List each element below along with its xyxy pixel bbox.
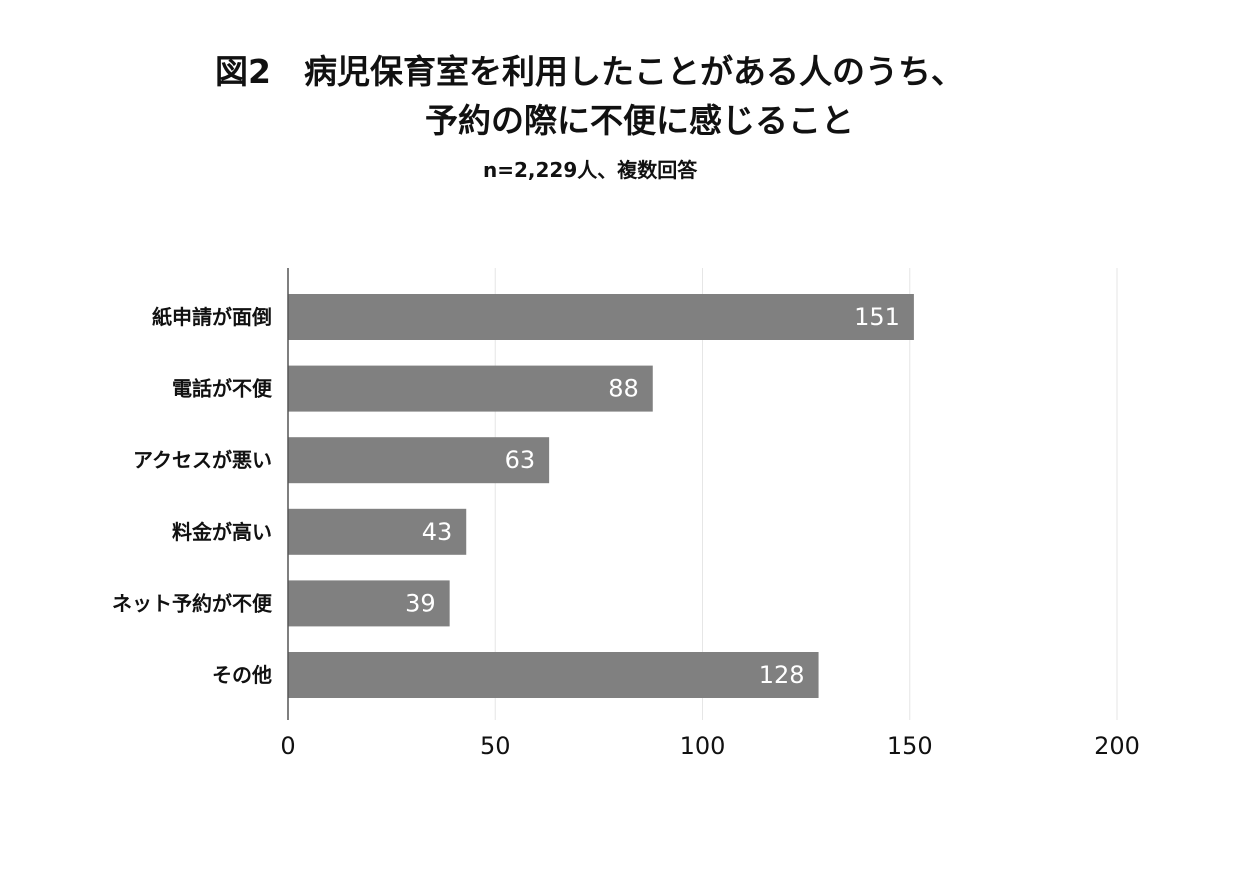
category-label-2: アクセスが悪い <box>133 448 272 472</box>
bar-3 <box>288 508 467 555</box>
bar-2 <box>288 437 550 484</box>
data-label-4: 39 <box>405 589 436 617</box>
category-label-0: 紙申請が面倒 <box>152 305 272 329</box>
x-tick-label-200: 200 <box>1094 732 1140 760</box>
x-tick-label-0: 0 <box>280 732 295 760</box>
x-tick-label-50: 50 <box>480 732 511 760</box>
chart-subtitle: n=2,229人、複数回答 <box>483 158 698 182</box>
data-label-0: 151 <box>854 303 900 331</box>
x-axis-tick-labels: 0 50 100 150 200 <box>280 732 1140 760</box>
bar-0 <box>288 294 914 340</box>
data-label-2: 63 <box>505 446 536 474</box>
category-label-1: 電話が不便 <box>172 377 273 401</box>
x-tick-label-150: 150 <box>887 732 933 760</box>
data-label-3: 43 <box>422 518 453 546</box>
bar-1 <box>288 365 653 412</box>
category-label-5: その他 <box>212 663 272 687</box>
chart-title-line-2: 予約の際に不便に感じること <box>425 101 854 140</box>
chart-title-line-1: 図2 病児保育室を利用したことがある人のうち、 <box>215 52 964 91</box>
bars <box>288 294 914 698</box>
gridlines <box>494 268 1118 720</box>
bar-4 <box>288 580 450 627</box>
bar-5 <box>288 652 819 698</box>
category-label-3: 料金が高い <box>172 520 272 544</box>
data-labels: 151 88 63 43 39 128 <box>405 303 900 689</box>
data-label-5: 128 <box>759 661 805 689</box>
data-label-1: 88 <box>608 375 639 403</box>
category-label-4: ネット予約が不便 <box>112 591 273 615</box>
x-tick-label-100: 100 <box>680 732 726 760</box>
